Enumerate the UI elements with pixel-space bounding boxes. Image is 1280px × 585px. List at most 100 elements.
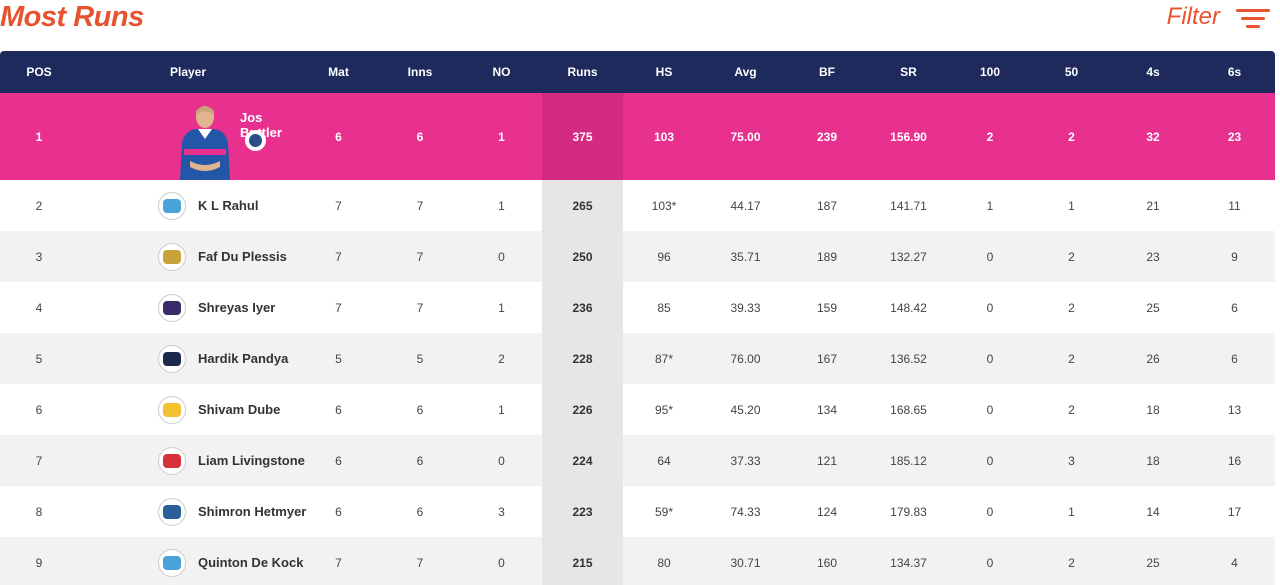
table-row-leader[interactable]: 1 Jos Buttler 6 6 1 375 103 75.00 239 15… [0, 93, 1275, 180]
filter-icon [1236, 4, 1270, 30]
player-photo [180, 106, 230, 180]
cell-no: 1 [498, 198, 505, 213]
cell-player: Faf Du Plessis [78, 231, 298, 282]
cell-50: 2 [1068, 300, 1075, 315]
cell-runs: 226 [542, 384, 623, 435]
cell-4s: 32 [1146, 129, 1160, 144]
col-header-mat[interactable]: Mat [328, 65, 349, 79]
cell-100: 0 [986, 351, 994, 366]
filter-button[interactable]: Filter [1167, 2, 1270, 32]
cell-hs: 95* [654, 402, 674, 417]
col-header-inns[interactable]: Inns [407, 65, 433, 79]
player-name[interactable]: Shivam Dube [198, 402, 281, 417]
col-header-100[interactable]: 100 [979, 65, 1001, 79]
cell-runs: 228 [542, 333, 623, 384]
cell-player: Shreyas Iyer [78, 282, 298, 333]
cell-avg: 30.71 [730, 555, 761, 570]
cell-runs: 224 [542, 435, 623, 486]
player-name[interactable]: Faf Du Plessis [198, 249, 287, 264]
table-row[interactable]: 9 Quinton De Kock 7 7 0 215 80 30.71 160… [0, 537, 1275, 585]
cell-no: 3 [498, 504, 505, 519]
cell-100: 2 [986, 129, 994, 144]
table-row[interactable]: 6 Shivam Dube 6 6 1 226 95* 45.20 134 16… [0, 384, 1275, 435]
player-name[interactable]: K L Rahul [198, 198, 259, 213]
table-row[interactable]: 2 K L Rahul 7 7 1 265 103* 44.17 187 141… [0, 180, 1275, 231]
table-row[interactable]: 8 Shimron Hetmyer 6 6 3 223 59* 74.33 12… [0, 486, 1275, 537]
cell-100: 0 [986, 453, 994, 468]
cell-50: 2 [1068, 351, 1075, 366]
player-name[interactable]: Hardik Pandya [198, 351, 289, 366]
col-header-6s[interactable]: 6s [1227, 65, 1242, 79]
cell-inns: 6 [416, 402, 424, 417]
col-header-pos[interactable]: POS [26, 65, 52, 79]
cell-pos: 3 [35, 249, 43, 264]
cell-pos: 8 [35, 504, 43, 519]
cell-50: 2 [1068, 555, 1075, 570]
cell-4s: 26 [1146, 351, 1160, 366]
col-header-bf[interactable]: BF [819, 65, 835, 79]
cell-avg: 39.33 [730, 300, 761, 315]
cell-50: 1 [1068, 198, 1075, 213]
team-logo-icon [158, 497, 186, 526]
cell-runs: 250 [542, 231, 623, 282]
cell-4s: 18 [1146, 402, 1160, 417]
player-name[interactable]: Quinton De Kock [198, 555, 304, 570]
col-header-50[interactable]: 50 [1064, 65, 1079, 79]
col-header-hs[interactable]: HS [655, 65, 673, 79]
player-name[interactable]: Liam Livingstone [198, 453, 305, 468]
player-name[interactable]: Shreyas Iyer [198, 300, 276, 315]
cell-sr: 156.90 [890, 129, 927, 144]
cell-runs-value: 223 [572, 504, 593, 519]
col-header-4s[interactable]: 4s [1146, 65, 1160, 79]
cell-100: 0 [986, 504, 994, 519]
table-row[interactable]: 7 Liam Livingstone 6 6 0 224 64 37.33 12… [0, 435, 1275, 486]
col-header-avg[interactable]: Avg [734, 65, 757, 79]
cell-inns: 7 [416, 198, 424, 213]
cell-inns: 7 [416, 249, 424, 264]
cell-pos: 4 [35, 300, 43, 315]
team-logo-icon [158, 344, 186, 373]
col-header-player[interactable]: Player [169, 65, 207, 79]
cell-4s: 18 [1146, 453, 1160, 468]
cell-sr: 136.52 [890, 351, 927, 366]
cell-100: 1 [986, 198, 994, 213]
cell-avg: 44.17 [730, 198, 761, 213]
cell-sr: 132.27 [890, 249, 927, 264]
cell-runs-value: 375 [572, 129, 593, 144]
cell-runs: 375 [542, 93, 623, 180]
cell-runs-value: 250 [572, 249, 593, 264]
cell-6s: 17 [1227, 504, 1242, 519]
cell-mat: 6 [335, 504, 342, 519]
cell-no: 0 [498, 453, 505, 468]
cell-player: K L Rahul [78, 180, 298, 231]
cell-pos: 1 [35, 129, 43, 144]
team-logo-icon [158, 191, 186, 220]
team-logo-icon [158, 395, 186, 424]
cell-inns: 7 [416, 300, 424, 315]
team-logo-icon [158, 242, 186, 271]
cell-inns: 6 [416, 129, 424, 144]
player-name[interactable]: Shimron Hetmyer [198, 504, 307, 519]
cell-6s: 23 [1227, 129, 1242, 144]
table-row[interactable]: 5 Hardik Pandya 5 5 2 228 87* 76.00 167 … [0, 333, 1275, 384]
cell-mat: 7 [335, 300, 342, 315]
table-header: POS Player Mat Inns NO Runs HS Avg BF SR… [0, 51, 1275, 93]
col-header-no[interactable]: NO [492, 65, 511, 79]
table-row[interactable]: 3 Faf Du Plessis 7 7 0 250 96 35.71 189 … [0, 231, 1275, 282]
cell-runs: 215 [542, 537, 623, 585]
cell-6s: 11 [1228, 198, 1241, 213]
cell-player: Shivam Dube [78, 384, 298, 435]
cell-runs-value: 226 [572, 402, 593, 417]
team-logo-icon [158, 293, 186, 322]
table-row[interactable]: 4 Shreyas Iyer 7 7 1 236 85 39.33 159 14… [0, 282, 1275, 333]
cell-bf: 159 [816, 300, 838, 315]
cell-no: 0 [498, 555, 505, 570]
cell-inns: 6 [416, 453, 424, 468]
cell-inns: 7 [416, 555, 424, 570]
team-logo-icon [158, 548, 186, 577]
col-header-runs[interactable]: Runs [567, 65, 598, 79]
cell-100: 0 [986, 555, 994, 570]
col-header-sr[interactable]: SR [900, 65, 917, 79]
cell-avg: 37.33 [730, 453, 761, 468]
cell-100: 0 [986, 249, 994, 264]
